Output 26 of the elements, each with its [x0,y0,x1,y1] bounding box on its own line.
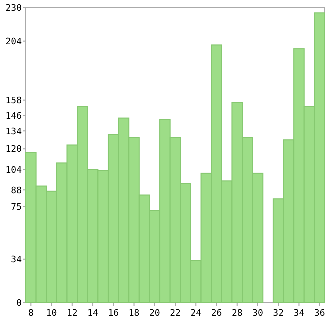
x-tick-label: 10 [46,309,58,319]
y-tick-label: 146 [6,112,22,122]
y-tick-label: 158 [6,96,22,106]
x-tick-label: 28 [232,309,243,319]
x-tick-label: 12 [66,309,78,319]
x-tick-label: 24 [190,309,202,319]
x-tick-label: 8 [28,309,34,319]
x-tick-label: 16 [108,309,120,319]
y-tick-label: 204 [6,38,22,48]
y-tick-label: 34 [11,256,22,266]
y-tick-label: 120 [6,145,22,156]
y-tick-label: 230 [6,4,22,14]
y-tick-label: 88 [11,186,22,196]
y-tick-label: 75 [11,202,22,213]
x-tick-label: 22 [170,309,181,319]
x-tick-label: 30 [252,309,264,319]
y-tick-label: 0 [16,299,22,310]
y-tick-label: 134 [6,127,22,138]
x-tick-label: 14 [88,309,98,319]
x-tick-label: 36 [314,309,326,319]
x-tick-label: 20 [149,309,160,319]
x-tick-label: 26 [211,309,222,319]
x-tick-label: 32 [273,309,284,319]
x-tick-label: 34 [294,309,305,319]
x-tick-label: 18 [128,309,140,319]
y-tick-label: 104 [6,166,22,176]
